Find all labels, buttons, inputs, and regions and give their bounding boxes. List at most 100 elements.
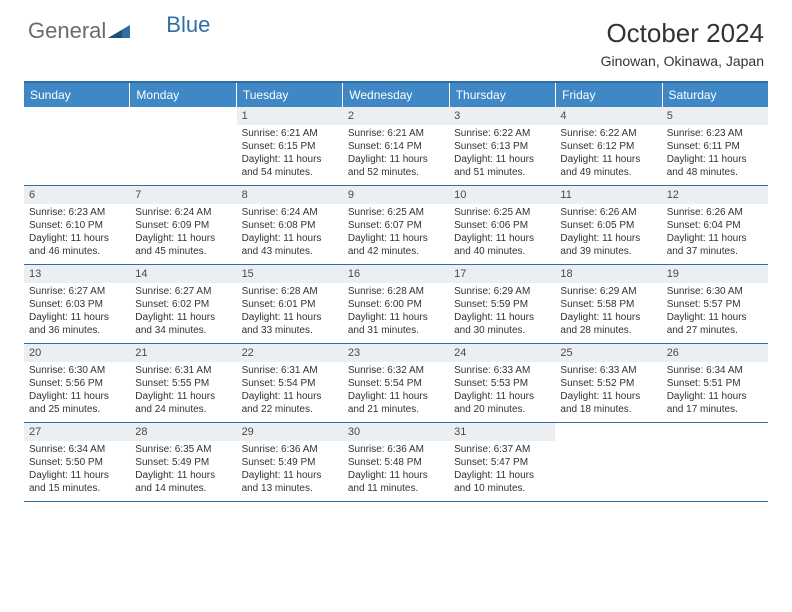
day-cell: 27Sunrise: 6:34 AMSunset: 5:50 PMDayligh… [24,423,130,501]
day-line: Sunrise: 6:31 AM [135,364,231,377]
dow-row: SundayMondayTuesdayWednesdayThursdayFrid… [24,83,768,107]
day-body: Sunrise: 6:28 AMSunset: 6:00 PMDaylight:… [343,283,449,341]
day-line: Sunset: 5:51 PM [667,377,763,390]
day-line: Sunset: 6:11 PM [667,140,763,153]
day-number: 22 [237,344,343,362]
day-line: Sunrise: 6:21 AM [242,127,338,140]
logo-triangle-icon [108,18,130,44]
day-line: Sunset: 6:06 PM [454,219,550,232]
day-body: Sunrise: 6:30 AMSunset: 5:56 PMDaylight:… [24,362,130,420]
day-body: Sunrise: 6:36 AMSunset: 5:48 PMDaylight:… [343,441,449,499]
day-cell: 8Sunrise: 6:24 AMSunset: 6:08 PMDaylight… [237,186,343,264]
day-line: Daylight: 11 hours and 34 minutes. [135,311,231,337]
day-line: Sunrise: 6:28 AM [348,285,444,298]
day-line: Sunrise: 6:22 AM [560,127,656,140]
day-line: Daylight: 11 hours and 30 minutes. [454,311,550,337]
day-number [130,107,236,125]
day-line: Sunset: 6:10 PM [29,219,125,232]
location: Ginowan, Okinawa, Japan [601,53,764,69]
day-cell: 25Sunrise: 6:33 AMSunset: 5:52 PMDayligh… [555,344,661,422]
day-line: Sunset: 5:49 PM [135,456,231,469]
day-cell: 10Sunrise: 6:25 AMSunset: 6:06 PMDayligh… [449,186,555,264]
day-cell: 14Sunrise: 6:27 AMSunset: 6:02 PMDayligh… [130,265,236,343]
day-line: Sunset: 5:49 PM [242,456,338,469]
day-number: 1 [237,107,343,125]
day-line: Sunrise: 6:25 AM [454,206,550,219]
day-line: Daylight: 11 hours and 27 minutes. [667,311,763,337]
day-line: Sunrise: 6:33 AM [454,364,550,377]
dow-header: Saturday [663,83,768,107]
day-line: Sunrise: 6:31 AM [242,364,338,377]
day-line: Sunset: 5:53 PM [454,377,550,390]
day-line: Daylight: 11 hours and 33 minutes. [242,311,338,337]
day-cell: 15Sunrise: 6:28 AMSunset: 6:01 PMDayligh… [237,265,343,343]
day-line: Daylight: 11 hours and 39 minutes. [560,232,656,258]
day-line: Sunrise: 6:28 AM [242,285,338,298]
day-line: Daylight: 11 hours and 17 minutes. [667,390,763,416]
day-line: Sunset: 6:07 PM [348,219,444,232]
day-line: Sunset: 5:59 PM [454,298,550,311]
day-cell: 30Sunrise: 6:36 AMSunset: 5:48 PMDayligh… [343,423,449,501]
day-number: 3 [449,107,555,125]
day-body [662,441,768,447]
day-cell: 24Sunrise: 6:33 AMSunset: 5:53 PMDayligh… [449,344,555,422]
day-line: Daylight: 11 hours and 21 minutes. [348,390,444,416]
day-line: Sunset: 5:48 PM [348,456,444,469]
day-cell: 13Sunrise: 6:27 AMSunset: 6:03 PMDayligh… [24,265,130,343]
day-line: Daylight: 11 hours and 45 minutes. [135,232,231,258]
day-body: Sunrise: 6:34 AMSunset: 5:50 PMDaylight:… [24,441,130,499]
day-line: Sunset: 5:56 PM [29,377,125,390]
day-line: Daylight: 11 hours and 48 minutes. [667,153,763,179]
day-line: Sunrise: 6:24 AM [242,206,338,219]
day-number: 25 [555,344,661,362]
day-number: 13 [24,265,130,283]
day-number [24,107,130,125]
day-line: Sunset: 6:00 PM [348,298,444,311]
day-line: Sunset: 6:02 PM [135,298,231,311]
day-cell: 23Sunrise: 6:32 AMSunset: 5:54 PMDayligh… [343,344,449,422]
day-line: Sunrise: 6:21 AM [348,127,444,140]
day-line: Sunset: 6:05 PM [560,219,656,232]
day-cell [130,107,236,185]
day-line: Daylight: 11 hours and 46 minutes. [29,232,125,258]
day-body: Sunrise: 6:37 AMSunset: 5:47 PMDaylight:… [449,441,555,499]
day-line: Sunrise: 6:25 AM [348,206,444,219]
calendar: SundayMondayTuesdayWednesdayThursdayFrid… [24,81,768,502]
day-line: Sunrise: 6:34 AM [29,443,125,456]
day-body: Sunrise: 6:36 AMSunset: 5:49 PMDaylight:… [237,441,343,499]
logo: General Blue [28,18,210,44]
day-line: Daylight: 11 hours and 13 minutes. [242,469,338,495]
day-body: Sunrise: 6:26 AMSunset: 6:04 PMDaylight:… [662,204,768,262]
day-line: Sunrise: 6:33 AM [560,364,656,377]
day-cell: 21Sunrise: 6:31 AMSunset: 5:55 PMDayligh… [130,344,236,422]
day-line: Daylight: 11 hours and 25 minutes. [29,390,125,416]
logo-text-blue: Blue [166,12,210,38]
day-body: Sunrise: 6:33 AMSunset: 5:52 PMDaylight:… [555,362,661,420]
day-line: Sunset: 5:50 PM [29,456,125,469]
dow-header: Friday [556,83,662,107]
day-number: 20 [24,344,130,362]
day-cell: 7Sunrise: 6:24 AMSunset: 6:09 PMDaylight… [130,186,236,264]
day-body: Sunrise: 6:25 AMSunset: 6:07 PMDaylight:… [343,204,449,262]
day-line: Sunset: 5:57 PM [667,298,763,311]
day-line: Sunset: 5:55 PM [135,377,231,390]
day-line: Sunrise: 6:36 AM [348,443,444,456]
day-number: 19 [662,265,768,283]
day-number: 29 [237,423,343,441]
week-row: 1Sunrise: 6:21 AMSunset: 6:15 PMDaylight… [24,107,768,186]
day-number: 14 [130,265,236,283]
day-number: 21 [130,344,236,362]
day-cell: 29Sunrise: 6:36 AMSunset: 5:49 PMDayligh… [237,423,343,501]
day-body: Sunrise: 6:21 AMSunset: 6:15 PMDaylight:… [237,125,343,183]
day-body: Sunrise: 6:34 AMSunset: 5:51 PMDaylight:… [662,362,768,420]
week-row: 13Sunrise: 6:27 AMSunset: 6:03 PMDayligh… [24,265,768,344]
day-cell: 12Sunrise: 6:26 AMSunset: 6:04 PMDayligh… [662,186,768,264]
day-line: Sunset: 6:14 PM [348,140,444,153]
day-number: 15 [237,265,343,283]
day-number: 27 [24,423,130,441]
day-line: Sunrise: 6:30 AM [29,364,125,377]
week-row: 20Sunrise: 6:30 AMSunset: 5:56 PMDayligh… [24,344,768,423]
day-cell: 16Sunrise: 6:28 AMSunset: 6:00 PMDayligh… [343,265,449,343]
day-line: Sunrise: 6:36 AM [242,443,338,456]
day-line: Sunrise: 6:27 AM [29,285,125,298]
